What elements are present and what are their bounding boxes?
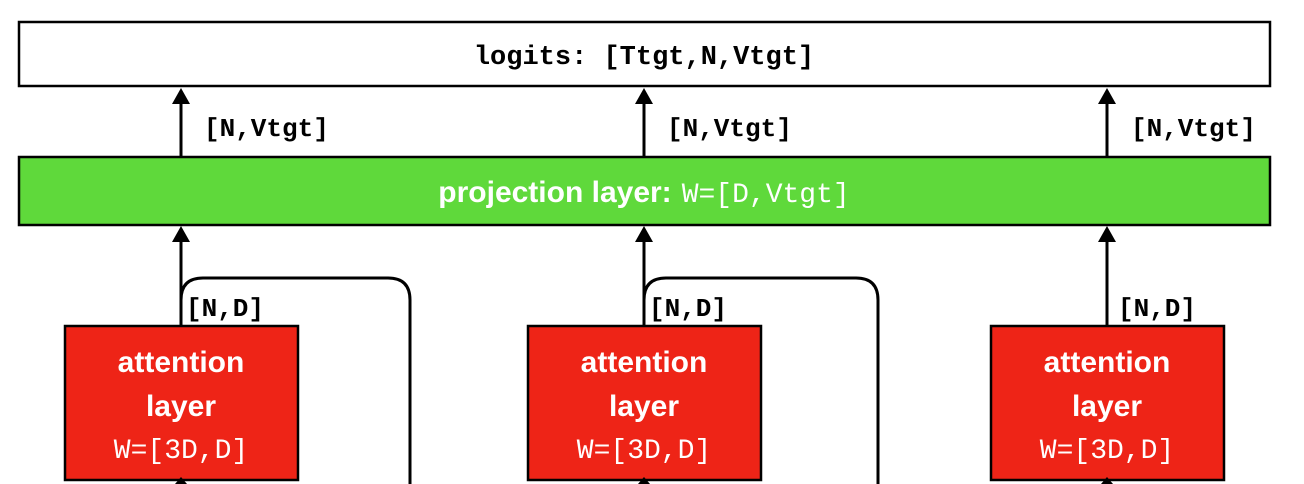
attention-layer-weights: W=[3D,D] [1040, 436, 1174, 467]
attention-output-shape-2: [N,D] [649, 294, 727, 324]
attention-layer-line1: attention [581, 346, 708, 379]
projection-layer-weights: W=[D,Vtgt] [682, 180, 850, 211]
attention-layer-3: attention layer W=[3D,D] [989, 324, 1226, 482]
projection-output-arrow-3 [1098, 88, 1116, 157]
attention-output-shape-3: [N,D] [1118, 294, 1196, 324]
projection-output-arrow-2 [635, 88, 653, 157]
projection-output-shape-1: [N,Vtgt] [204, 114, 329, 144]
attention-input-arrow-2 [638, 477, 650, 484]
residual-connection-1 [179, 276, 412, 484]
attention-layer-box [989, 324, 1226, 482]
projection-output-shape-2: [N,Vtgt] [667, 114, 792, 144]
attention-layer-line1: attention [118, 346, 245, 379]
projection-layer-title: projection layer: [438, 176, 671, 209]
residual-connection-2 [642, 276, 880, 484]
attention-output-shape-1: [N,D] [186, 294, 264, 324]
attention-layer-line2: layer [146, 390, 216, 423]
attention-layer-2: attention layer W=[3D,D] [526, 324, 763, 482]
attention-layer-weights: W=[3D,D] [114, 436, 248, 467]
attention-layer-1: attention layer W=[3D,D] [63, 324, 300, 482]
projection-layer-box [17, 155, 1272, 227]
attention-layer-line2: layer [609, 390, 679, 423]
attention-output-arrow-3 [1098, 226, 1116, 326]
attention-layer-line2: layer [1072, 390, 1142, 423]
attention-input-arrow-3 [1101, 477, 1113, 484]
projection-output-arrow-1 [172, 88, 190, 157]
logits-label: logits: [Ttgt,N,Vtgt] [474, 43, 814, 73]
attention-layer-weights: W=[3D,D] [577, 436, 711, 467]
attention-layer-box [526, 324, 763, 482]
logits-box [17, 20, 1272, 88]
attention-layer-line1: attention [1044, 346, 1171, 379]
projection-output-shape-3: [N,Vtgt] [1131, 114, 1256, 144]
projection-layer-label: projection layer: W=[D,Vtgt] [438, 176, 849, 211]
attention-input-arrow-1 [175, 477, 187, 484]
